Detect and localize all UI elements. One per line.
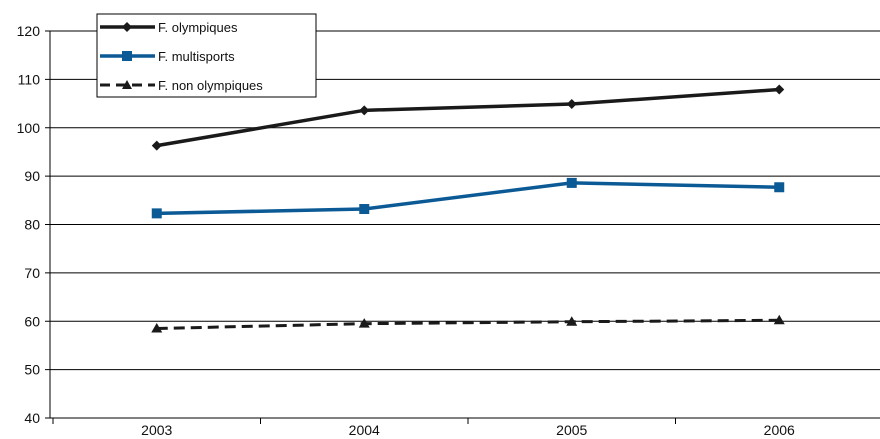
series-lines (151, 84, 785, 333)
x-tick-label: 2005 (556, 422, 587, 438)
y-tick-label: 90 (24, 168, 40, 184)
legend-entry-multisports: F. multisports (100, 49, 235, 64)
legend-label-multisports: F. multisports (158, 49, 235, 64)
legend-marker-square (122, 51, 132, 61)
data-point-triangle (358, 318, 370, 328)
y-tick-label: 70 (24, 265, 40, 281)
y-tick-label: 100 (17, 120, 41, 136)
x-axis-ticks: 2003 2004 2005 2006 (52, 418, 795, 438)
y-tick-label: 50 (24, 362, 40, 378)
x-tick-label: 2006 (764, 422, 795, 438)
y-tick-label: 60 (24, 313, 40, 329)
data-point-triangle (773, 314, 785, 325)
legend-label-non-olympiques: F. non olympiques (158, 78, 263, 93)
data-point-square (566, 177, 577, 188)
y-tick-label: 110 (18, 71, 41, 87)
y-tick-label: 40 (24, 410, 40, 426)
data-point-square (774, 182, 785, 193)
y-axis-ticks: 40 50 60 70 80 90 100 110 120 (17, 23, 50, 426)
data-point-diamond (774, 84, 785, 95)
data-point-diamond (359, 105, 370, 116)
legend-marker-triangle (122, 80, 132, 89)
series-line-0 (156, 87, 780, 148)
y-tick-label: 80 (24, 217, 40, 233)
data-point-square (151, 208, 162, 219)
series-line-2 (156, 318, 780, 331)
data-point-triangle (566, 316, 578, 326)
legend-marker-diamond (122, 22, 132, 32)
x-tick-label: 2004 (349, 422, 380, 438)
x-tick-label: 2003 (141, 422, 172, 438)
legend-entry-olympiques: F. olympiques (100, 20, 238, 35)
legend-label-olympiques: F. olympiques (158, 20, 238, 35)
legend: F. olympiques F. multisports F. non olym… (96, 13, 317, 98)
data-point-square (359, 204, 370, 215)
data-point-triangle (151, 323, 163, 333)
series-line-1 (156, 181, 780, 216)
legend-entry-non-olympiques: F. non olympiques (100, 78, 263, 93)
y-tick-label: 120 (17, 23, 41, 39)
data-point-diamond (566, 99, 577, 110)
data-point-diamond (151, 140, 162, 151)
